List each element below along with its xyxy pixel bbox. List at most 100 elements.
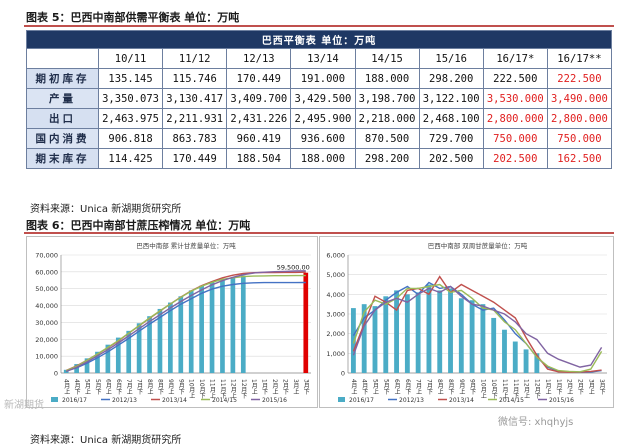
bar — [115, 337, 121, 373]
figure6-source: 资料来源：Unica 新湖期货研究所 — [30, 435, 182, 446]
table-cell: 2,431.226 — [226, 108, 292, 129]
y-tick-label: 4,000 — [326, 291, 345, 299]
table-caption-row: 巴西平衡表 单位：万吨 — [26, 30, 612, 49]
y-tick-label: 40,000 — [35, 302, 58, 310]
x-tick-label: 2月下 — [577, 379, 584, 396]
bar — [188, 290, 194, 373]
table-cell: 750.000 — [482, 128, 548, 149]
bar — [220, 279, 225, 373]
bar — [480, 304, 486, 373]
legend-label: 2014/15 — [212, 397, 237, 404]
bar — [209, 281, 215, 373]
legend-label: 2012/13 — [112, 397, 137, 404]
bar — [95, 351, 100, 373]
table-cell: 170.449 — [226, 68, 292, 89]
bar — [415, 292, 421, 373]
table-cell: 863.783 — [162, 128, 228, 149]
table-cell: 936.600 — [290, 128, 356, 149]
bar — [361, 304, 367, 373]
x-tick-label: 12月下 — [533, 379, 540, 400]
cumulative-cane-svg: 巴西中南部 累计甘蔗量单位：万吨 0 10,000 20,000 30,000 40,00… — [35, 241, 311, 404]
series-line — [352, 275, 602, 373]
table-cell: 162.500 — [546, 148, 613, 169]
x-tick-label: 2月下 — [281, 379, 288, 396]
bar — [448, 288, 453, 373]
table-cell: 3,429.500 — [290, 88, 356, 109]
table-cell: 870.500 — [354, 128, 420, 149]
x-tick-label: 1月上 — [250, 379, 257, 395]
figure6-title: 图表 6：巴西中南部甘蔗压榨情况 单位：万吨 — [26, 219, 251, 232]
figure6-rule — [24, 232, 614, 234]
x-tick-label: 4月下 — [73, 379, 80, 396]
bar — [240, 275, 246, 373]
x-tick-label: 7月下 — [136, 379, 143, 396]
table-cell: 960.419 — [226, 128, 292, 149]
table-cell: 191.000 — [290, 68, 356, 89]
x-tick-label: 7月上 — [415, 379, 422, 395]
y-tick-label: 2,000 — [326, 330, 345, 338]
column-header — [26, 48, 99, 69]
x-tick-label: 9月下 — [177, 379, 184, 396]
bar — [157, 308, 163, 373]
x-tick-label: 5月下 — [94, 379, 101, 396]
table-cell: 2,468.100 — [418, 108, 484, 129]
bar — [105, 344, 111, 373]
x-tick-label: 7月上 — [125, 379, 132, 395]
legend-label: 2014/15 — [499, 397, 524, 404]
bar — [437, 290, 443, 373]
x-tick-label: 8月下 — [447, 379, 454, 396]
y-tick-label: 30,000 — [35, 319, 58, 327]
bar — [147, 316, 152, 373]
x-tick-label: 8月下 — [156, 379, 163, 396]
x-tick-label: 10月下 — [198, 379, 205, 400]
x-tick-label: 5月上 — [371, 379, 378, 395]
bar — [523, 349, 529, 373]
x-tick-label: 1月下 — [555, 379, 562, 396]
x-tick-label: 10月下 — [490, 379, 497, 400]
table-caption: 巴西平衡表 单位：万吨 — [26, 30, 612, 49]
chart-title: 巴西中南部 累计甘蔗量单位：万吨 — [136, 241, 236, 250]
row-label: 期末库存 — [26, 148, 99, 169]
y-tick-label: 10,000 — [35, 353, 58, 361]
table-row: 产量 3,350.073 3,130.417 3,409.700 3,429.500 3,… — [26, 88, 613, 109]
bar — [534, 353, 540, 373]
series-line — [65, 274, 306, 372]
table-cell: 202.500 — [418, 148, 484, 169]
x-tick-label: 6月下 — [404, 379, 411, 396]
x-tick-label: 1月下 — [261, 379, 268, 396]
x-tick-label: 3月下 — [598, 379, 605, 396]
bar — [394, 290, 399, 373]
chart-title: 巴西中南部 双周甘蔗量单位：万吨 — [428, 241, 528, 250]
x-tick-label: 4月上 — [350, 379, 357, 395]
table-cell: 222.500 — [482, 68, 548, 89]
y-tick-label: 5,000 — [326, 271, 345, 279]
y-tick-label: 6,000 — [326, 252, 345, 260]
table-cell: 298.200 — [418, 68, 484, 89]
bar — [491, 317, 497, 373]
table-cell: 2,211.931 — [162, 108, 228, 129]
table-cell: 188.000 — [354, 68, 420, 89]
column-header: 13/14 — [290, 48, 356, 69]
table-row: 期末库存 114.425 170.449 188.504 188.000 298.200 2… — [26, 148, 613, 169]
table-cell: 3,198.700 — [354, 88, 420, 109]
x-tick-label: 9月下 — [469, 379, 476, 396]
watermark-left: 新湖期货 — [4, 400, 44, 411]
y-tick-label: 3,000 — [326, 311, 345, 319]
x-tick-label: 5月下 — [382, 379, 389, 396]
bar — [426, 284, 432, 373]
table-cell: 114.425 — [97, 148, 164, 169]
y-tick-label: 50,000 — [35, 285, 58, 293]
column-header: 11/12 — [162, 48, 228, 69]
table-cell: 298.200 — [354, 148, 420, 169]
table-row: 出口 2,463.975 2,211.931 2,431.226 2,495.900 2,… — [26, 108, 613, 129]
bar — [469, 300, 475, 373]
x-tick-label: 4月下 — [361, 379, 368, 396]
table-cell: 3,122.100 — [418, 88, 484, 109]
table-cell: 2,800.000 — [482, 108, 548, 129]
x-tick-label: 12月下 — [240, 379, 247, 400]
x-tick-label: 2月上 — [566, 379, 573, 395]
table-cell: 2,463.975 — [97, 108, 164, 129]
legend-label: 2016/17 — [349, 397, 374, 404]
column-header: 15/16 — [418, 48, 484, 69]
figure5-rule — [24, 25, 614, 27]
